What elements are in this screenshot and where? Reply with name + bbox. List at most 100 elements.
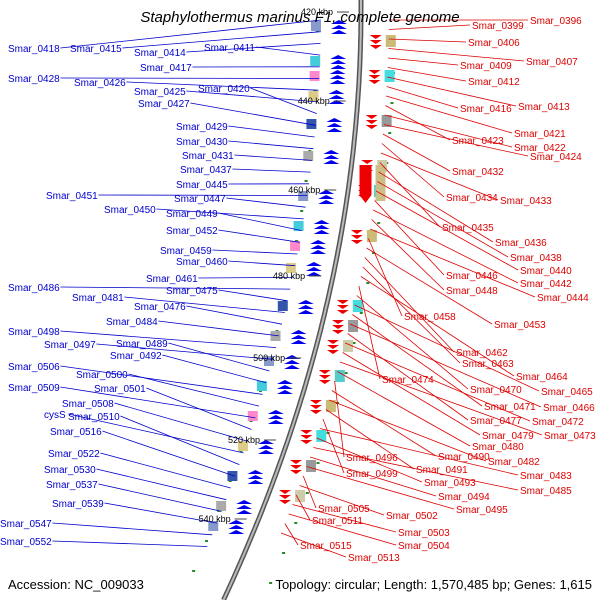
forward-gene-arrow [323,150,340,154]
forward-gene-arrow [305,272,322,276]
forward-gene-label: Smar_0522 [48,449,100,460]
forward-leader-line [128,373,260,407]
rna-feature-block [316,430,327,442]
reverse-gene-arrow [300,440,313,444]
forward-leader-line [124,296,285,313]
forward-leader-line [228,140,314,150]
forward-gene-arrow [290,340,307,344]
forward-gene-arrow [330,55,347,59]
forward-gene-arrow [247,475,264,479]
forward-gene-label: Smar_0418 [8,44,60,55]
forward-gene-label: Smar_0460 [176,257,228,268]
forward-gene-arrow [257,450,274,454]
forward-gene-label: Smar_0516 [50,427,102,438]
rna-feature-block [381,115,392,127]
forward-gene-arrow [236,510,253,514]
rna-feature-block [237,441,248,451]
reverse-gene-label: Smar_0412 [468,77,520,88]
rna-feature-block [310,56,321,66]
reverse-gene-arrow [368,75,381,79]
forward-gene-arrow [310,245,327,249]
reverse-gene-label: Smar_0480 [472,442,524,453]
reverse-gene-arrow [368,80,381,84]
reverse-gene-arrow [326,340,339,344]
forward-leader-line [234,154,313,161]
forward-leader-line [186,90,318,103]
reverse-gene-label: Smar_0396 [530,16,582,27]
reverse-gene-arrow [368,70,381,74]
reverse-leader-line [349,323,542,408]
reverse-gene-arrow [332,330,345,334]
forward-gene-arrow [326,123,343,127]
kbp-tick-label: 420 kbp [301,7,333,17]
backbone-highlight [222,0,362,600]
forward-leader-line [162,354,267,384]
reverse-gene-label: Smar_0462 [456,348,508,359]
rna-feature-block [247,411,258,421]
reverse-leader-line [288,513,397,546]
rna-feature-block [270,331,281,341]
forward-leader-line [198,277,293,279]
reverse-gene-arrow [318,370,331,374]
forward-leader-line [122,31,321,49]
reverse-gene-arrow [350,240,363,244]
forward-gene-label: Smar_0509 [8,383,60,394]
reverse-leader-line [382,133,451,172]
reverse-leader-line [352,314,483,407]
reverse-gene-label: Smar_0474 [382,375,434,386]
reverse-leader-line [387,67,467,82]
forward-gene-arrow [328,90,345,94]
reverse-leader-line [381,143,445,198]
forward-leader-line [190,102,316,126]
reverse-leader-line [292,504,397,533]
forward-leader-line [60,330,277,348]
reverse-leader-line [331,390,437,457]
forward-leader-line [60,77,320,79]
forward-gene-label: Smar_0497 [44,340,96,351]
reverse-gene-label: Smar_0413 [518,102,570,113]
reverse-gene-label: Smar_0471 [484,402,536,413]
forward-leader-line [218,289,288,302]
reverse-gene-label: Smar_0470 [470,385,522,396]
reverse-gene-label: Smar_0442 [520,279,572,290]
reverse-gene-arrow [290,465,303,469]
forward-leader-line [100,452,231,489]
forward-leader-line [228,125,315,138]
reverse-leader-line [383,124,529,157]
reverse-gene-label: Smar_0438 [510,253,562,264]
gc-dot [282,552,286,554]
forward-gene-arrow [247,470,264,474]
rna-feature-block [216,501,227,511]
forward-leader-line [168,342,270,372]
rna-feature-block [308,91,319,101]
reverse-gene-label: Smar_0416 [460,104,512,115]
forward-leader-line [96,343,273,360]
gc-dot [359,312,363,314]
forward-gene-arrow [257,445,274,449]
forward-gene-label: Smar_0476 [134,302,186,313]
kbp-tick-label: 500 kbp [253,353,285,363]
reverse-gene-label: Smar_0407 [526,57,578,68]
reverse-gene-label: Smar_0399 [472,21,524,32]
forward-gene-arrow [330,20,347,24]
reverse-gene-arrow [290,460,303,464]
gc-dot [352,342,356,344]
reverse-leader-line [378,171,494,243]
reverse-leader-line [313,447,519,491]
reverse-gene-label: Smar_0458 [404,312,456,323]
forward-leader-line [218,212,302,231]
reverse-leader-line [284,523,299,546]
forward-leader-line [186,43,321,53]
reverse-leader-line [302,475,317,509]
reverse-leader-line [319,428,519,476]
reverse-gene-arrow [350,230,363,234]
forward-gene-arrow [283,365,300,369]
gc-dot [305,492,309,494]
reverse-gene-label: Smar_0472 [532,417,584,428]
reverse-gene-label: Smar_0477 [470,416,522,427]
reverse-gene-label: Smar_0483 [520,471,572,482]
forward-gene-label: Smar_0547 [0,519,52,530]
forward-gene-arrow [276,385,293,389]
rna-feature-block [303,151,314,161]
